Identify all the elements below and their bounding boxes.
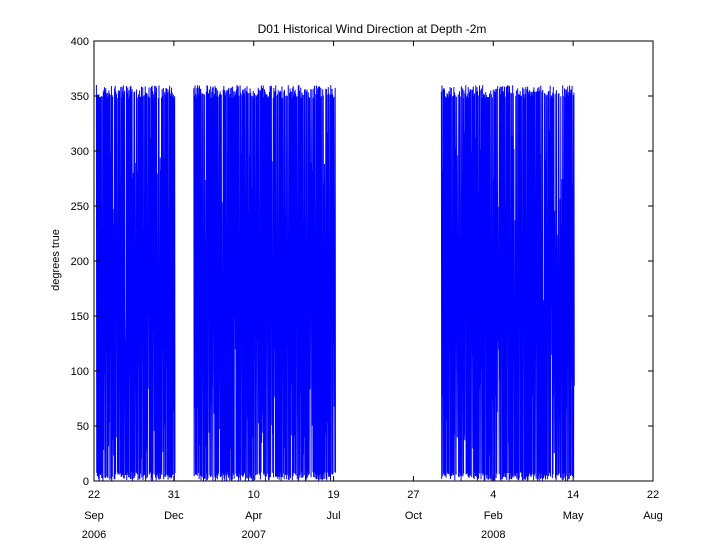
x-tick-month: May xyxy=(563,510,584,522)
y-tick-label: 250 xyxy=(71,201,89,213)
data-layer xyxy=(95,84,575,481)
x-tick-month: Oct xyxy=(405,510,422,522)
axis-layer: 0 50 100 150 200 250 300 350 400 22 Sep 2006 31 Dec 10… xyxy=(71,36,663,540)
x-tick-day: 31 xyxy=(168,489,180,501)
x-tick-day: 10 xyxy=(248,489,260,501)
x-tick-day: 19 xyxy=(327,489,339,501)
series-line-segment xyxy=(193,85,336,481)
x-tick-month: Sep xyxy=(84,510,104,522)
y-tick-label: 50 xyxy=(77,421,89,433)
y-tick-label: 300 xyxy=(71,146,89,158)
x-tick-month: Feb xyxy=(484,510,503,522)
chart-title: D01 Historical Wind Direction at Depth -… xyxy=(258,22,487,36)
y-tick-label: 0 xyxy=(83,476,89,488)
x-tick-year: 2008 xyxy=(481,529,505,540)
series-line-segment xyxy=(95,84,176,481)
x-tick-month: Jul xyxy=(327,510,341,522)
x-tick-day: 22 xyxy=(88,489,100,501)
series-line-segment xyxy=(440,85,575,481)
x-tick-day: 27 xyxy=(407,489,419,501)
x-tick-day: 22 xyxy=(647,489,659,501)
x-tick-year: 2007 xyxy=(241,529,265,540)
x-tick-month: Apr xyxy=(245,510,262,522)
y-tick-label: 150 xyxy=(71,311,89,323)
y-tick-label: 350 xyxy=(71,91,89,103)
y-tick-label: 200 xyxy=(71,256,89,268)
x-tick-month: Aug xyxy=(643,510,663,522)
x-tick-year: 2006 xyxy=(82,529,106,540)
y-tick-label: 100 xyxy=(71,366,89,378)
x-tick-month: Dec xyxy=(164,510,184,522)
x-tick-day: 4 xyxy=(490,489,496,501)
y-tick-label: 400 xyxy=(71,36,89,48)
y-axis-label: degrees true xyxy=(50,229,62,291)
x-tick-day: 14 xyxy=(567,489,579,501)
